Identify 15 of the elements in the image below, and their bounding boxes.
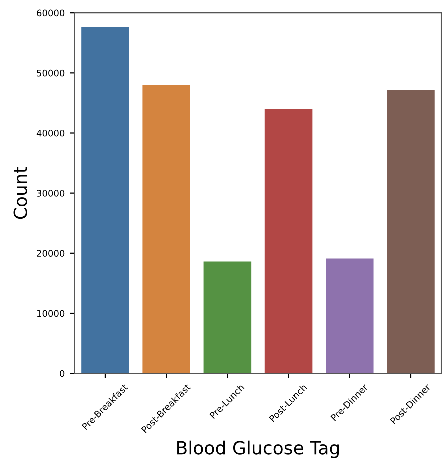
x-axis-title: Blood Glucose Tag bbox=[178, 440, 340, 458]
y-tick-label: 50000 bbox=[37, 70, 65, 77]
y-tick-label: 60000 bbox=[37, 10, 65, 17]
y-tick-label: 0 bbox=[60, 370, 65, 378]
y-tick-label: 40000 bbox=[36, 130, 65, 137]
y-axis-title: Count bbox=[14, 166, 28, 220]
y-tick-label: 20000 bbox=[37, 250, 65, 257]
bar bbox=[202, 260, 253, 374]
bar bbox=[324, 258, 375, 374]
y-tick-label: 30000 bbox=[37, 190, 65, 197]
bar bbox=[142, 84, 192, 374]
bar bbox=[264, 108, 314, 374]
bar bbox=[386, 89, 436, 374]
y-tick-label: 10000 bbox=[37, 310, 65, 318]
bar bbox=[80, 26, 130, 374]
